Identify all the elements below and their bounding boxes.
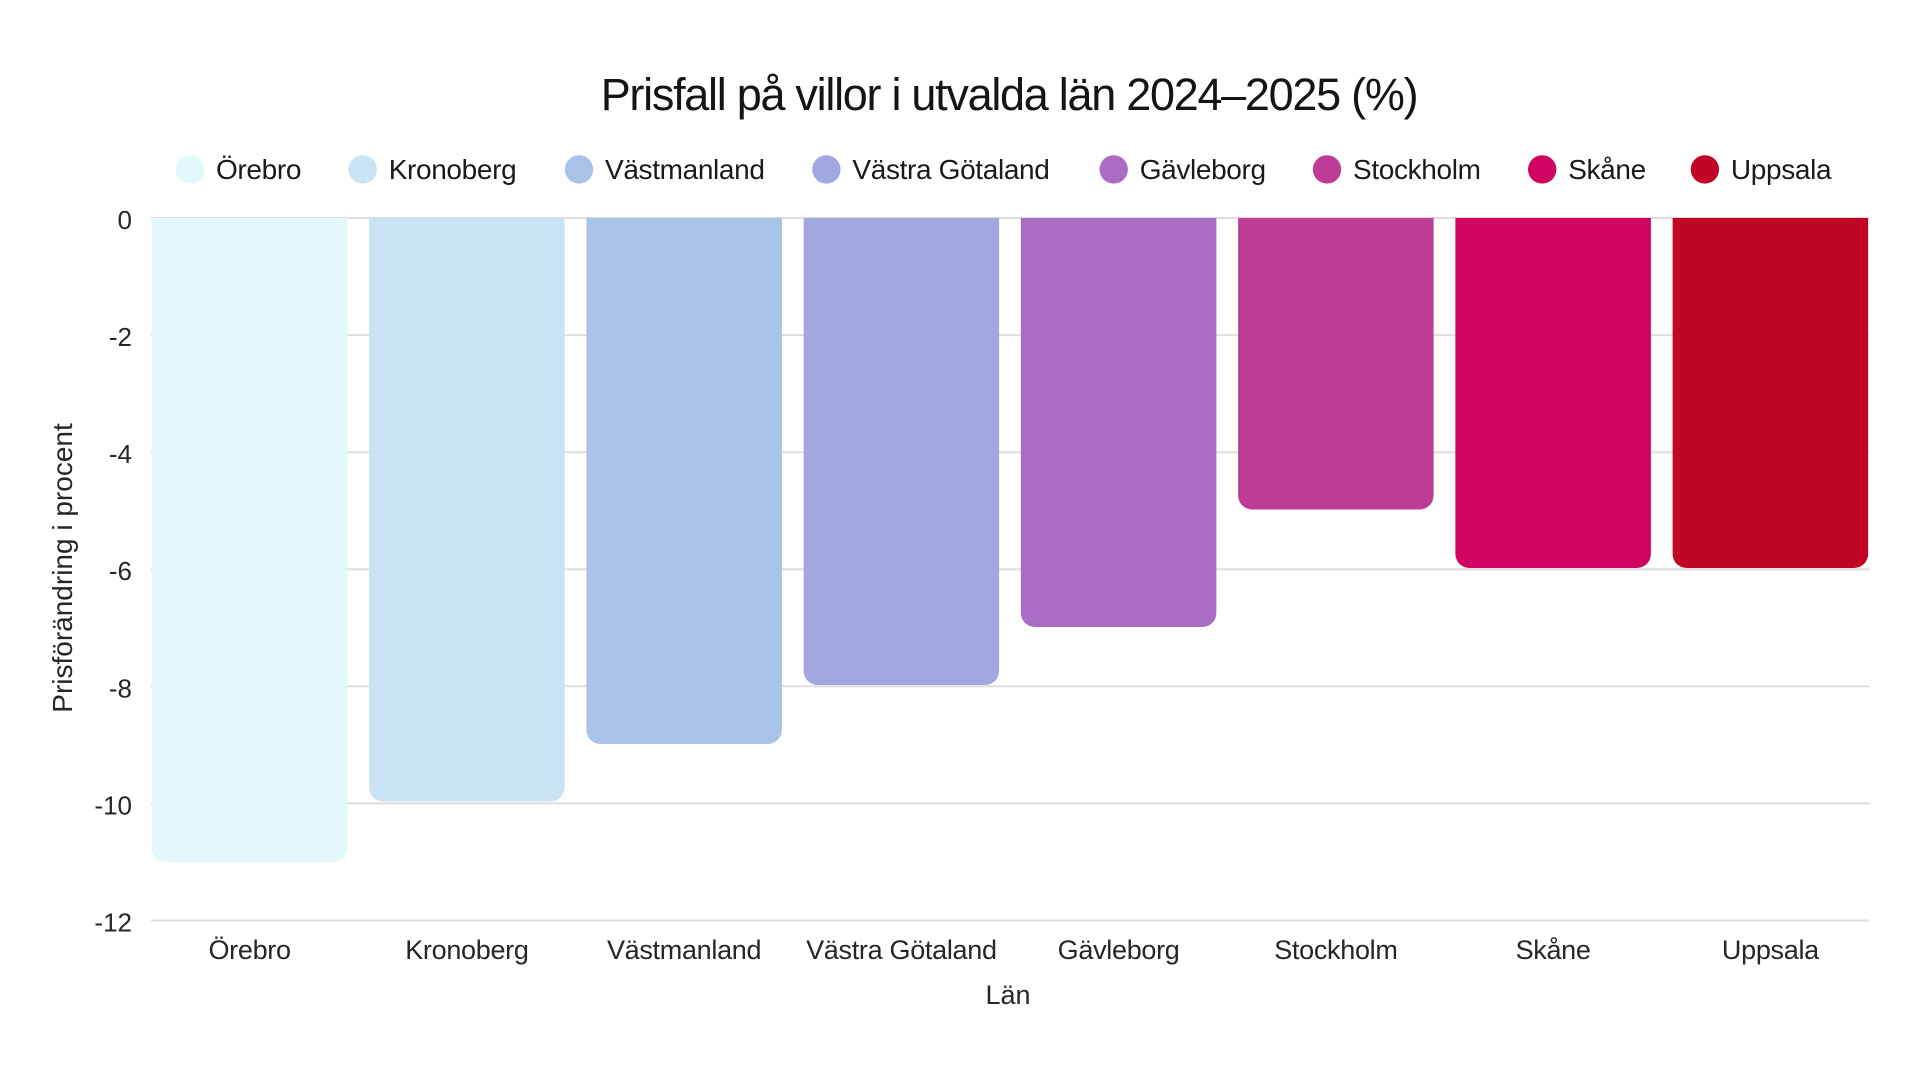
svg-text:Gävleborg: Gävleborg — [1058, 935, 1180, 965]
svg-text:Västra Götaland: Västra Götaland — [806, 935, 997, 965]
svg-text:Uppsala: Uppsala — [1731, 154, 1832, 185]
svg-text:Kronoberg: Kronoberg — [405, 935, 528, 965]
svg-text:-10: -10 — [94, 790, 132, 820]
svg-text:Örebro: Örebro — [216, 154, 301, 185]
svg-text:Västra Götaland: Västra Götaland — [852, 154, 1049, 185]
svg-text:Västmanland: Västmanland — [605, 154, 765, 185]
svg-text:Örebro: Örebro — [208, 935, 290, 965]
svg-text:-6: -6 — [109, 556, 132, 586]
svg-text:Skåne: Skåne — [1568, 154, 1646, 185]
svg-text:Uppsala: Uppsala — [1722, 935, 1820, 965]
svg-text:-4: -4 — [109, 439, 132, 469]
svg-text:Stockholm: Stockholm — [1274, 935, 1397, 965]
svg-text:-2: -2 — [109, 322, 132, 352]
svg-text:Skåne: Skåne — [1516, 935, 1591, 965]
svg-text:Prisfall på villor i utvalda l: Prisfall på villor i utvalda län 2024–20… — [601, 69, 1418, 120]
svg-text:Prisförändring i procent: Prisförändring i procent — [47, 423, 78, 713]
svg-text:-12: -12 — [94, 908, 132, 938]
svg-text:Stockholm: Stockholm — [1353, 154, 1481, 185]
svg-text:Län: Län — [985, 980, 1030, 1010]
svg-text:-8: -8 — [109, 673, 132, 703]
svg-text:Västmanland: Västmanland — [607, 935, 761, 965]
svg-text:0: 0 — [118, 205, 132, 235]
svg-text:Gävleborg: Gävleborg — [1140, 154, 1266, 185]
svg-text:Kronoberg: Kronoberg — [389, 154, 517, 185]
